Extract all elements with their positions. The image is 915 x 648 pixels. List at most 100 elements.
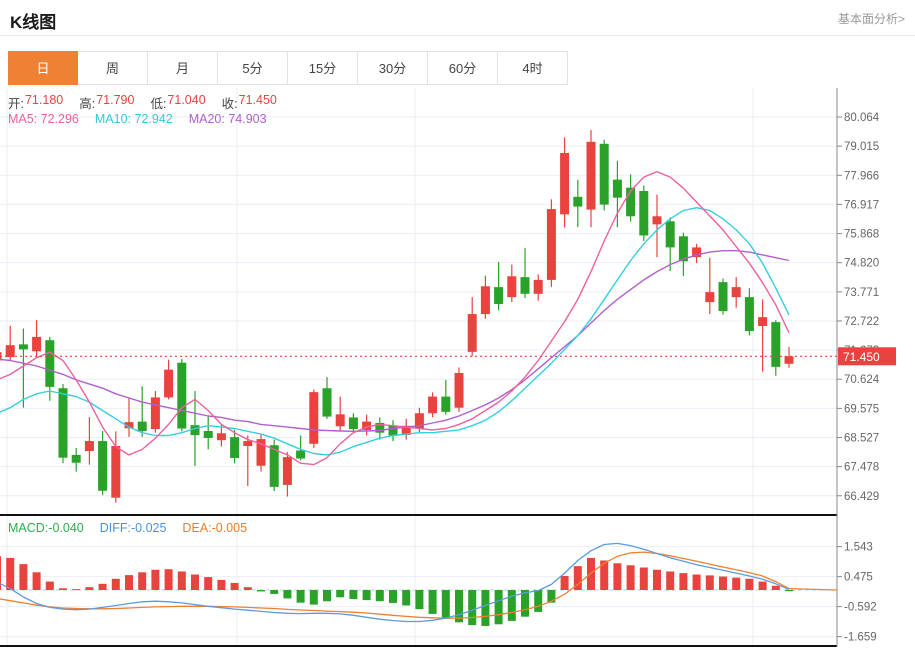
candle-body — [243, 441, 253, 447]
candle-body — [45, 340, 55, 387]
macd-bar — [6, 557, 15, 590]
candle-body — [573, 196, 583, 207]
macd-axis-label: 0.475 — [844, 572, 873, 584]
candle-body — [744, 297, 754, 332]
candle-body — [599, 143, 609, 205]
high-value: 71.790 — [96, 93, 135, 107]
macd-bar — [402, 590, 411, 606]
candle-body — [718, 282, 728, 312]
low-value: 71.040 — [167, 93, 206, 107]
open-value: 71.180 — [24, 93, 64, 107]
price-axis-label: 72.722 — [844, 316, 879, 328]
candle-body — [362, 421, 372, 430]
macd-bar — [283, 590, 292, 599]
macd-bar — [428, 590, 437, 614]
tab-月[interactable]: 月 — [148, 51, 218, 85]
candle-body — [230, 437, 240, 458]
candle-body — [282, 457, 292, 485]
tab-30分[interactable]: 30分 — [358, 51, 428, 85]
price-axis-label: 70.624 — [844, 374, 880, 386]
macd-axis-label: 1.543 — [844, 542, 873, 554]
candle-body — [296, 450, 306, 459]
tab-4时[interactable]: 4时 — [498, 51, 568, 85]
macd-bar — [468, 590, 477, 626]
macd-bar — [296, 590, 305, 603]
tab-5分[interactable]: 5分 — [218, 51, 288, 85]
macd-bar — [19, 564, 28, 590]
ma20-line — [0, 249, 790, 432]
timeframe-tabs: 日周月 5分 15分 30分 60分 4时 — [8, 51, 568, 85]
candle-body — [388, 425, 398, 436]
candle-body — [256, 439, 266, 466]
candle-body — [758, 317, 768, 327]
macd-bar — [507, 590, 516, 621]
macd-bar — [243, 587, 252, 590]
tab-15分[interactable]: 15分 — [288, 51, 358, 85]
candle-body — [692, 247, 702, 258]
macd-bar — [349, 590, 358, 599]
ma-readout: MA5: 72.296 MA10: 72.942 MA20: 74.903 — [8, 112, 267, 126]
macd-bar — [481, 590, 490, 626]
macd-bar — [45, 581, 54, 590]
candle-body — [507, 276, 517, 298]
candle-body — [414, 413, 424, 429]
macd-bar — [151, 569, 160, 590]
tab-60分[interactable]: 60分 — [428, 51, 498, 85]
candle-body — [203, 431, 213, 438]
price-axis-label: 76.917 — [844, 199, 879, 211]
high-label: 高: — [79, 97, 96, 111]
candle-body — [18, 344, 28, 350]
macd-bar — [587, 557, 595, 590]
candle-body — [612, 179, 622, 198]
macd-bar — [270, 590, 279, 594]
candle-body — [467, 314, 477, 352]
candle-body — [322, 388, 332, 417]
macd-bar — [613, 563, 622, 590]
macd-bar — [309, 590, 318, 605]
candle-body — [32, 336, 42, 352]
macd-bar — [59, 588, 67, 590]
price-axis-label: 69.575 — [844, 403, 879, 415]
candle-body — [98, 441, 108, 491]
candle-body — [150, 397, 160, 430]
candle-body — [546, 209, 556, 280]
macd-bar — [375, 590, 384, 602]
macd-bar — [455, 590, 463, 623]
macd-bar — [98, 583, 107, 590]
page-title: K线图 — [10, 13, 57, 32]
macd-bar — [138, 572, 147, 590]
candle-body — [639, 191, 649, 236]
macd-bar — [72, 589, 81, 591]
candle-body — [705, 292, 715, 303]
macd-bar — [639, 567, 648, 590]
candle-body — [428, 396, 438, 414]
tab-日[interactable]: 日 — [8, 51, 78, 85]
candle-body — [560, 152, 570, 215]
macd-bar — [705, 575, 714, 590]
close-value: 71.450 — [238, 93, 277, 107]
dea-line-tail — [788, 587, 838, 591]
macd-bar — [745, 578, 754, 590]
candle-body — [401, 425, 411, 435]
macd-bar — [177, 571, 186, 590]
ma5-line — [0, 170, 790, 466]
header-divider — [0, 35, 915, 36]
candle-body — [652, 216, 662, 225]
diff-value: DIFF:-0.025 — [99, 521, 167, 535]
price-axis-label: 68.527 — [844, 432, 879, 444]
candle-body — [164, 369, 174, 398]
macd-bar — [389, 590, 397, 603]
candle-body — [454, 372, 464, 408]
price-axis-label: 77.966 — [844, 170, 879, 182]
macd-bar — [362, 590, 371, 601]
macd-bar — [719, 576, 727, 590]
macd-bar — [441, 590, 450, 619]
tab-周[interactable]: 周 — [78, 51, 148, 85]
low-label: 低: — [150, 97, 167, 111]
dea-value: DEA:-0.005 — [182, 521, 248, 535]
macd-bar — [547, 590, 556, 603]
fundamental-analysis-link[interactable]: 基本面分析> — [837, 12, 905, 26]
candle-body — [586, 141, 596, 210]
macd-bar — [191, 574, 199, 590]
